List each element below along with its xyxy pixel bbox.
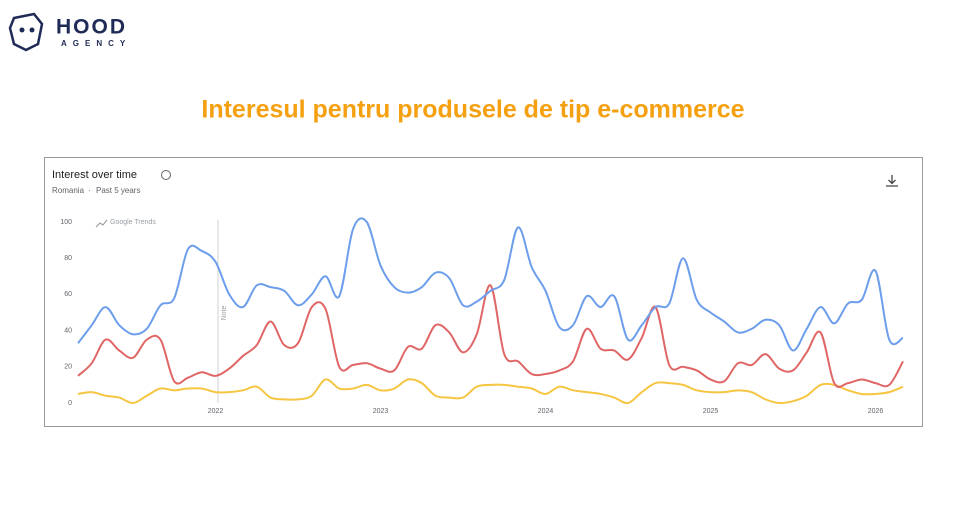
x-tick-label: 2022 (208, 408, 224, 415)
series-line (77, 284, 904, 388)
y-tick-label: 40 (64, 327, 72, 334)
x-tick-label: 2024 (538, 408, 554, 415)
y-tick-label: 20 (64, 364, 72, 371)
x-tick-label: 2026 (868, 408, 884, 415)
download-icon[interactable] (886, 175, 898, 187)
y-tick-label: 60 (64, 291, 72, 298)
logo-text: HOOD (56, 16, 127, 39)
x-tick-label: 2025 (703, 408, 719, 415)
chart-period: Past 5 years (96, 186, 140, 195)
watermark-icon (95, 219, 108, 228)
series-line (77, 217, 904, 352)
series-line (77, 378, 904, 405)
chart-panel (44, 157, 923, 427)
logo: HOOD AGENCY (8, 12, 131, 52)
y-tick-label: 100 (60, 219, 72, 226)
watermark: Google Trends (110, 219, 156, 226)
info-icon[interactable] (161, 170, 171, 180)
chart-title: Interest over time (52, 169, 137, 181)
separator: · (88, 186, 91, 195)
x-tick-label: 2023 (373, 408, 389, 415)
slide-title: Interesul pentru produsele de tip e-comm… (201, 96, 744, 124)
download-glyph[interactable] (886, 175, 898, 187)
y-tick-label: 80 (64, 255, 72, 262)
logo-eye (29, 27, 35, 33)
logo-eye (19, 27, 25, 33)
y-tick-label: 0 (68, 400, 72, 407)
annotation: Note (221, 306, 228, 321)
chart-region: Romania (52, 186, 85, 195)
plot: 0 20 40 60 80 100 2022 2023 2024 2025 2026 (60, 217, 904, 415)
logo-subtext: AGENCY (61, 39, 131, 48)
logo-icon (8, 12, 44, 52)
